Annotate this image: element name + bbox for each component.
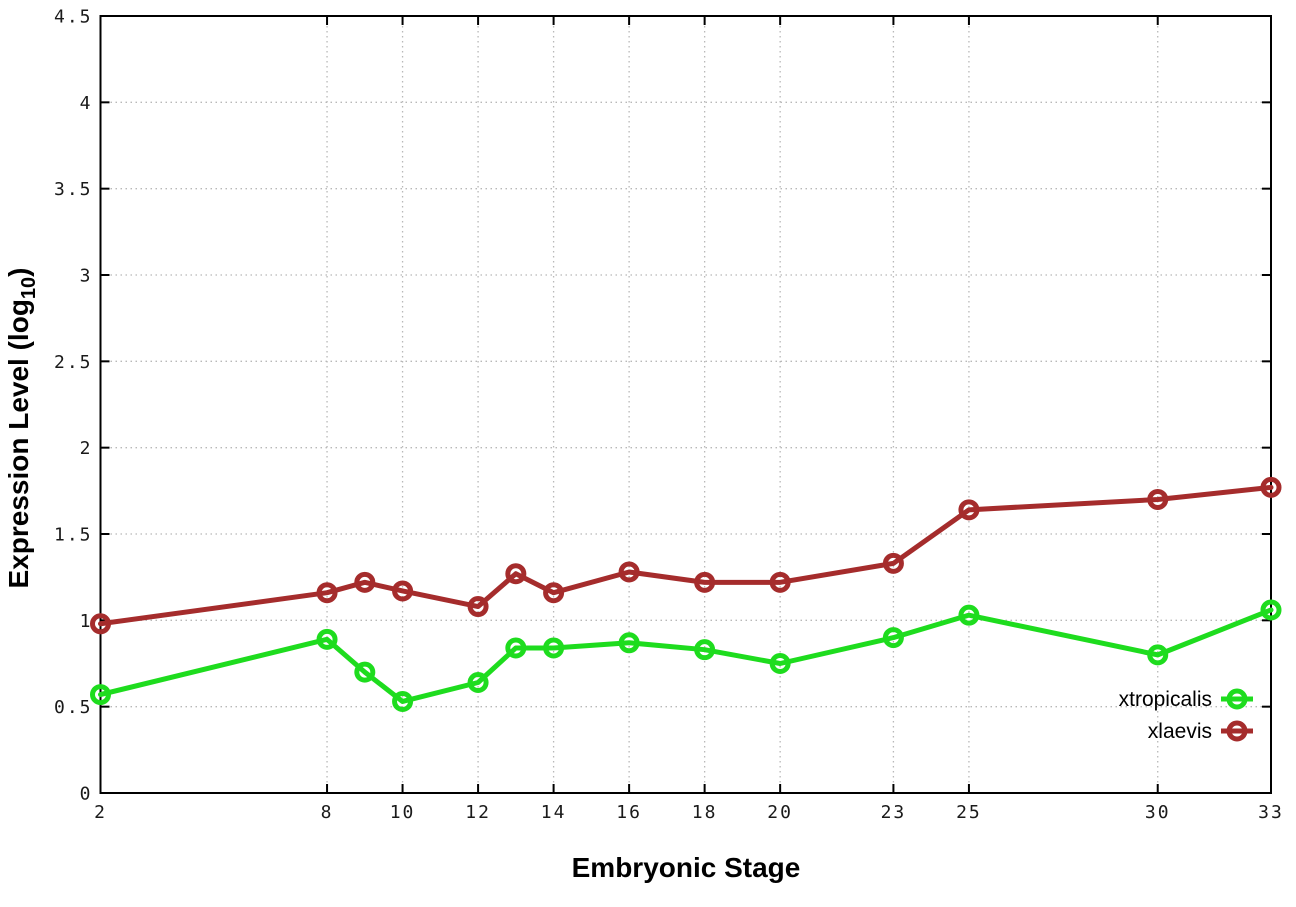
plot-border [99, 15, 1272, 794]
x-tick-label: 8 [321, 802, 334, 823]
y-tick-label: 0.5 [54, 697, 93, 718]
legend-label-xtropicalis: xtropicalis [1119, 688, 1212, 711]
x-tick-label: 23 [881, 802, 907, 823]
y-tick-label: 0 [80, 784, 93, 805]
y-tick-label: 1 [80, 611, 93, 632]
data-point-xlaevis [505, 563, 527, 585]
data-point-xtropicalis [694, 639, 716, 661]
y-tick-label: 3.5 [54, 179, 93, 200]
data-point-xlaevis [90, 613, 111, 635]
y-axis-title-close: ) [3, 268, 34, 277]
y-tick-label: 2 [80, 438, 93, 459]
y-tick-label: 4 [80, 93, 93, 114]
data-point-xlaevis [1147, 488, 1169, 510]
x-tick-label: 14 [541, 802, 567, 823]
data-point-xtropicalis [769, 653, 791, 674]
tick-marks-layer [99, 15, 1272, 794]
y-axis-title-subscript: 10 [18, 277, 40, 299]
data-point-xlaevis [316, 582, 338, 604]
x-tick-label: 33 [1258, 802, 1284, 823]
y-tick-label: 2.5 [54, 352, 93, 373]
x-tick-label: 10 [390, 802, 416, 823]
data-point-xlaevis [392, 580, 414, 602]
x-tick-label: 16 [616, 802, 642, 823]
data-point-xtropicalis [882, 627, 904, 649]
y-tick-label: 4.5 [54, 7, 93, 28]
data-point-xlaevis [354, 571, 376, 593]
gridlines-layer [100, 16, 1271, 793]
data-point-xlaevis [769, 571, 791, 593]
data-point-xtropicalis [543, 637, 565, 659]
tick-labels-layer: 2 8 10 12 14 16 18 20 23 25 30 33 0 0.5 1 1.5 2 2.5 3 3.5 4 4… [54, 7, 1284, 824]
data-point-xtropicalis [1260, 599, 1282, 621]
legend-layer: xtropicalis xlaevis [1119, 688, 1253, 743]
y-tick-label: 3 [80, 266, 93, 287]
data-point-xlaevis [882, 552, 904, 574]
data-point-xtropicalis [392, 690, 414, 712]
legend-marker [1226, 720, 1248, 742]
data-point-xtropicalis [467, 671, 489, 693]
legend-label-xlaevis: xlaevis [1148, 720, 1212, 743]
x-tick-label: 12 [465, 802, 491, 823]
x-tick-label: 30 [1145, 802, 1171, 823]
legend-row-xlaevis: xlaevis [1148, 720, 1253, 743]
data-point-xtropicalis [505, 637, 527, 659]
legend-marker [1226, 688, 1248, 710]
data-point-xlaevis [958, 499, 980, 521]
y-axis-title: Expression Level (log10) [3, 268, 40, 589]
data-point-xlaevis [543, 582, 565, 604]
x-tick-label: 18 [692, 802, 718, 823]
data-point-xlaevis [694, 571, 716, 593]
data-point-xtropicalis [958, 604, 980, 626]
data-point-xtropicalis [90, 684, 111, 706]
data-point-xtropicalis [618, 632, 640, 654]
y-axis-title-main: Expression Level (log [3, 299, 34, 588]
data-point-xlaevis [1260, 476, 1282, 498]
x-axis-title: Embryonic Stage [572, 852, 801, 883]
series-line-xtropicalis [98, 607, 1274, 704]
series-line-xlaevis [98, 484, 1274, 627]
data-point-xlaevis [467, 596, 489, 618]
plot-border-layer [99, 15, 1272, 794]
data-point-xtropicalis [316, 628, 338, 650]
legend-row-xtropicalis: xtropicalis [1119, 688, 1253, 711]
x-tick-label: 20 [767, 802, 793, 823]
data-point-xlaevis [618, 561, 640, 583]
x-tick-label: 2 [94, 802, 107, 823]
data-point-xtropicalis [354, 661, 376, 683]
x-tick-label: 25 [956, 802, 982, 823]
data-series-layer [90, 476, 1282, 712]
data-point-xtropicalis [1147, 644, 1169, 666]
y-tick-label: 1.5 [54, 525, 93, 546]
